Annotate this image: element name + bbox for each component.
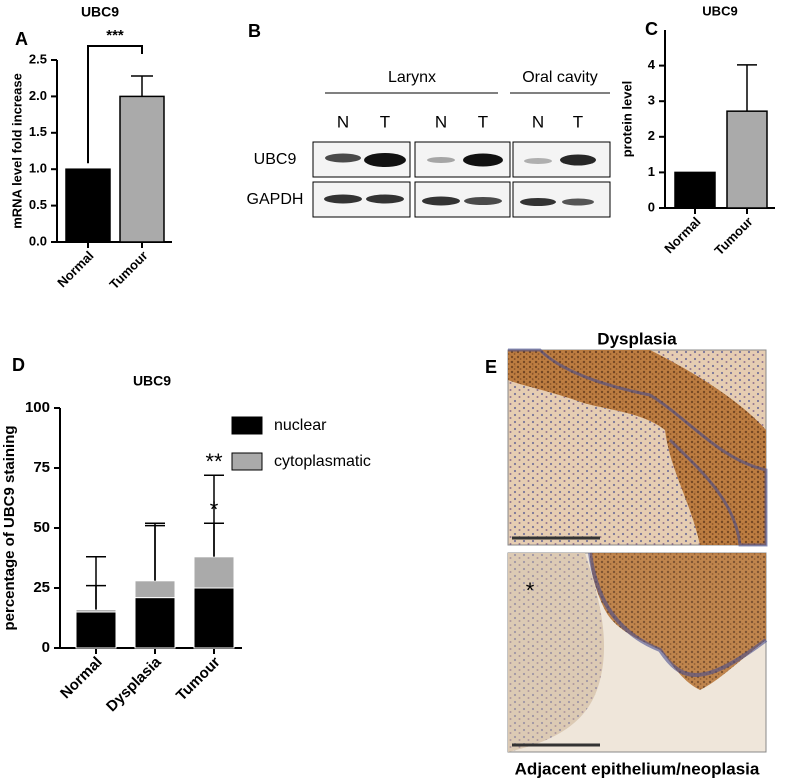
y-tick-label: 100 (25, 399, 50, 416)
y-tick-label: 75 (33, 459, 50, 476)
blot-bands (324, 153, 596, 206)
panel-label: C (645, 19, 658, 39)
y-axis-label: mRNA level fold increase (9, 73, 24, 229)
y-tick-label: 1 (648, 164, 655, 179)
lane-label: T (573, 112, 583, 131)
y-tick-label: 4 (648, 57, 656, 72)
x-tick-label: Tumour (173, 654, 224, 705)
x-tick-label: Normal (661, 214, 703, 256)
image-marker: * (526, 578, 535, 603)
annotation: ** (205, 449, 223, 474)
legend-swatch (231, 452, 263, 471)
y-tick-label: 1.0 (29, 161, 47, 176)
significance-bracket (87, 45, 143, 164)
x-tick-label: Tumour (711, 214, 755, 258)
lane-label: N (435, 112, 447, 131)
y-tick-label: 50 (33, 519, 50, 536)
legend-label: cytoplasmatic (274, 453, 371, 470)
error-bar (204, 474, 224, 557)
panel-label: D (12, 355, 25, 375)
y-axis-label: protein level (619, 81, 634, 158)
group-label: Larynx (388, 69, 436, 86)
error-bar (145, 522, 165, 581)
y-axis-label: percentage of UBC9 staining (1, 425, 18, 630)
bar (65, 168, 111, 243)
bar-segment (75, 609, 117, 613)
chart-title: UBC9 (702, 3, 737, 18)
bar-segment (193, 556, 235, 589)
bar (674, 171, 716, 209)
lane-label: T (478, 112, 488, 131)
legend-swatch (231, 416, 263, 435)
row-label: UBC9 (254, 151, 297, 168)
annotation: * (210, 497, 219, 522)
lane-label: T (380, 112, 390, 131)
blot-boxes (312, 141, 611, 218)
bar-segment (193, 587, 235, 649)
image-caption: Adjacent epithelium/neoplasia (515, 759, 760, 778)
bar-segment (134, 597, 176, 649)
y-tick-label: 0 (42, 639, 50, 656)
panel-label: E (485, 357, 497, 377)
error-bar (131, 75, 153, 97)
x-tick-label: Dysplasia (103, 653, 165, 715)
panel-label: A (15, 29, 28, 49)
panel-label: B (248, 21, 261, 41)
y-tick-label: 0.0 (29, 233, 47, 248)
x-tick-label: Tumour (106, 248, 150, 292)
chart-title: UBC9 (133, 373, 171, 389)
histology-image (507, 348, 768, 547)
y-tick-label: 1.5 (29, 124, 47, 139)
y-tick-label: 2.0 (29, 88, 47, 103)
legend-label: nuclear (274, 417, 327, 434)
annotation: *** (106, 27, 124, 44)
lane-label: N (337, 112, 349, 131)
bar-segment (75, 611, 117, 649)
bar (726, 110, 768, 209)
x-tick-label: Normal (57, 654, 106, 703)
bar-segment (134, 580, 176, 599)
y-tick-label: 2.5 (29, 51, 47, 66)
histology-image (507, 552, 768, 753)
group-label: Oral cavity (522, 69, 598, 86)
lane-label: N (532, 112, 544, 131)
bar (119, 95, 165, 243)
y-tick-label: 25 (33, 579, 50, 596)
row-label: GAPDH (247, 191, 304, 208)
y-tick-label: 2 (648, 128, 655, 143)
x-tick-label: Normal (54, 248, 96, 290)
y-tick-label: 0.5 (29, 197, 47, 212)
y-tick-label: 3 (648, 93, 655, 108)
error-bar (86, 556, 106, 610)
image-title: Dysplasia (597, 329, 677, 348)
error-bar (737, 64, 757, 112)
y-tick-label: 0 (648, 199, 655, 214)
chart-title: UBC9 (81, 4, 119, 20)
